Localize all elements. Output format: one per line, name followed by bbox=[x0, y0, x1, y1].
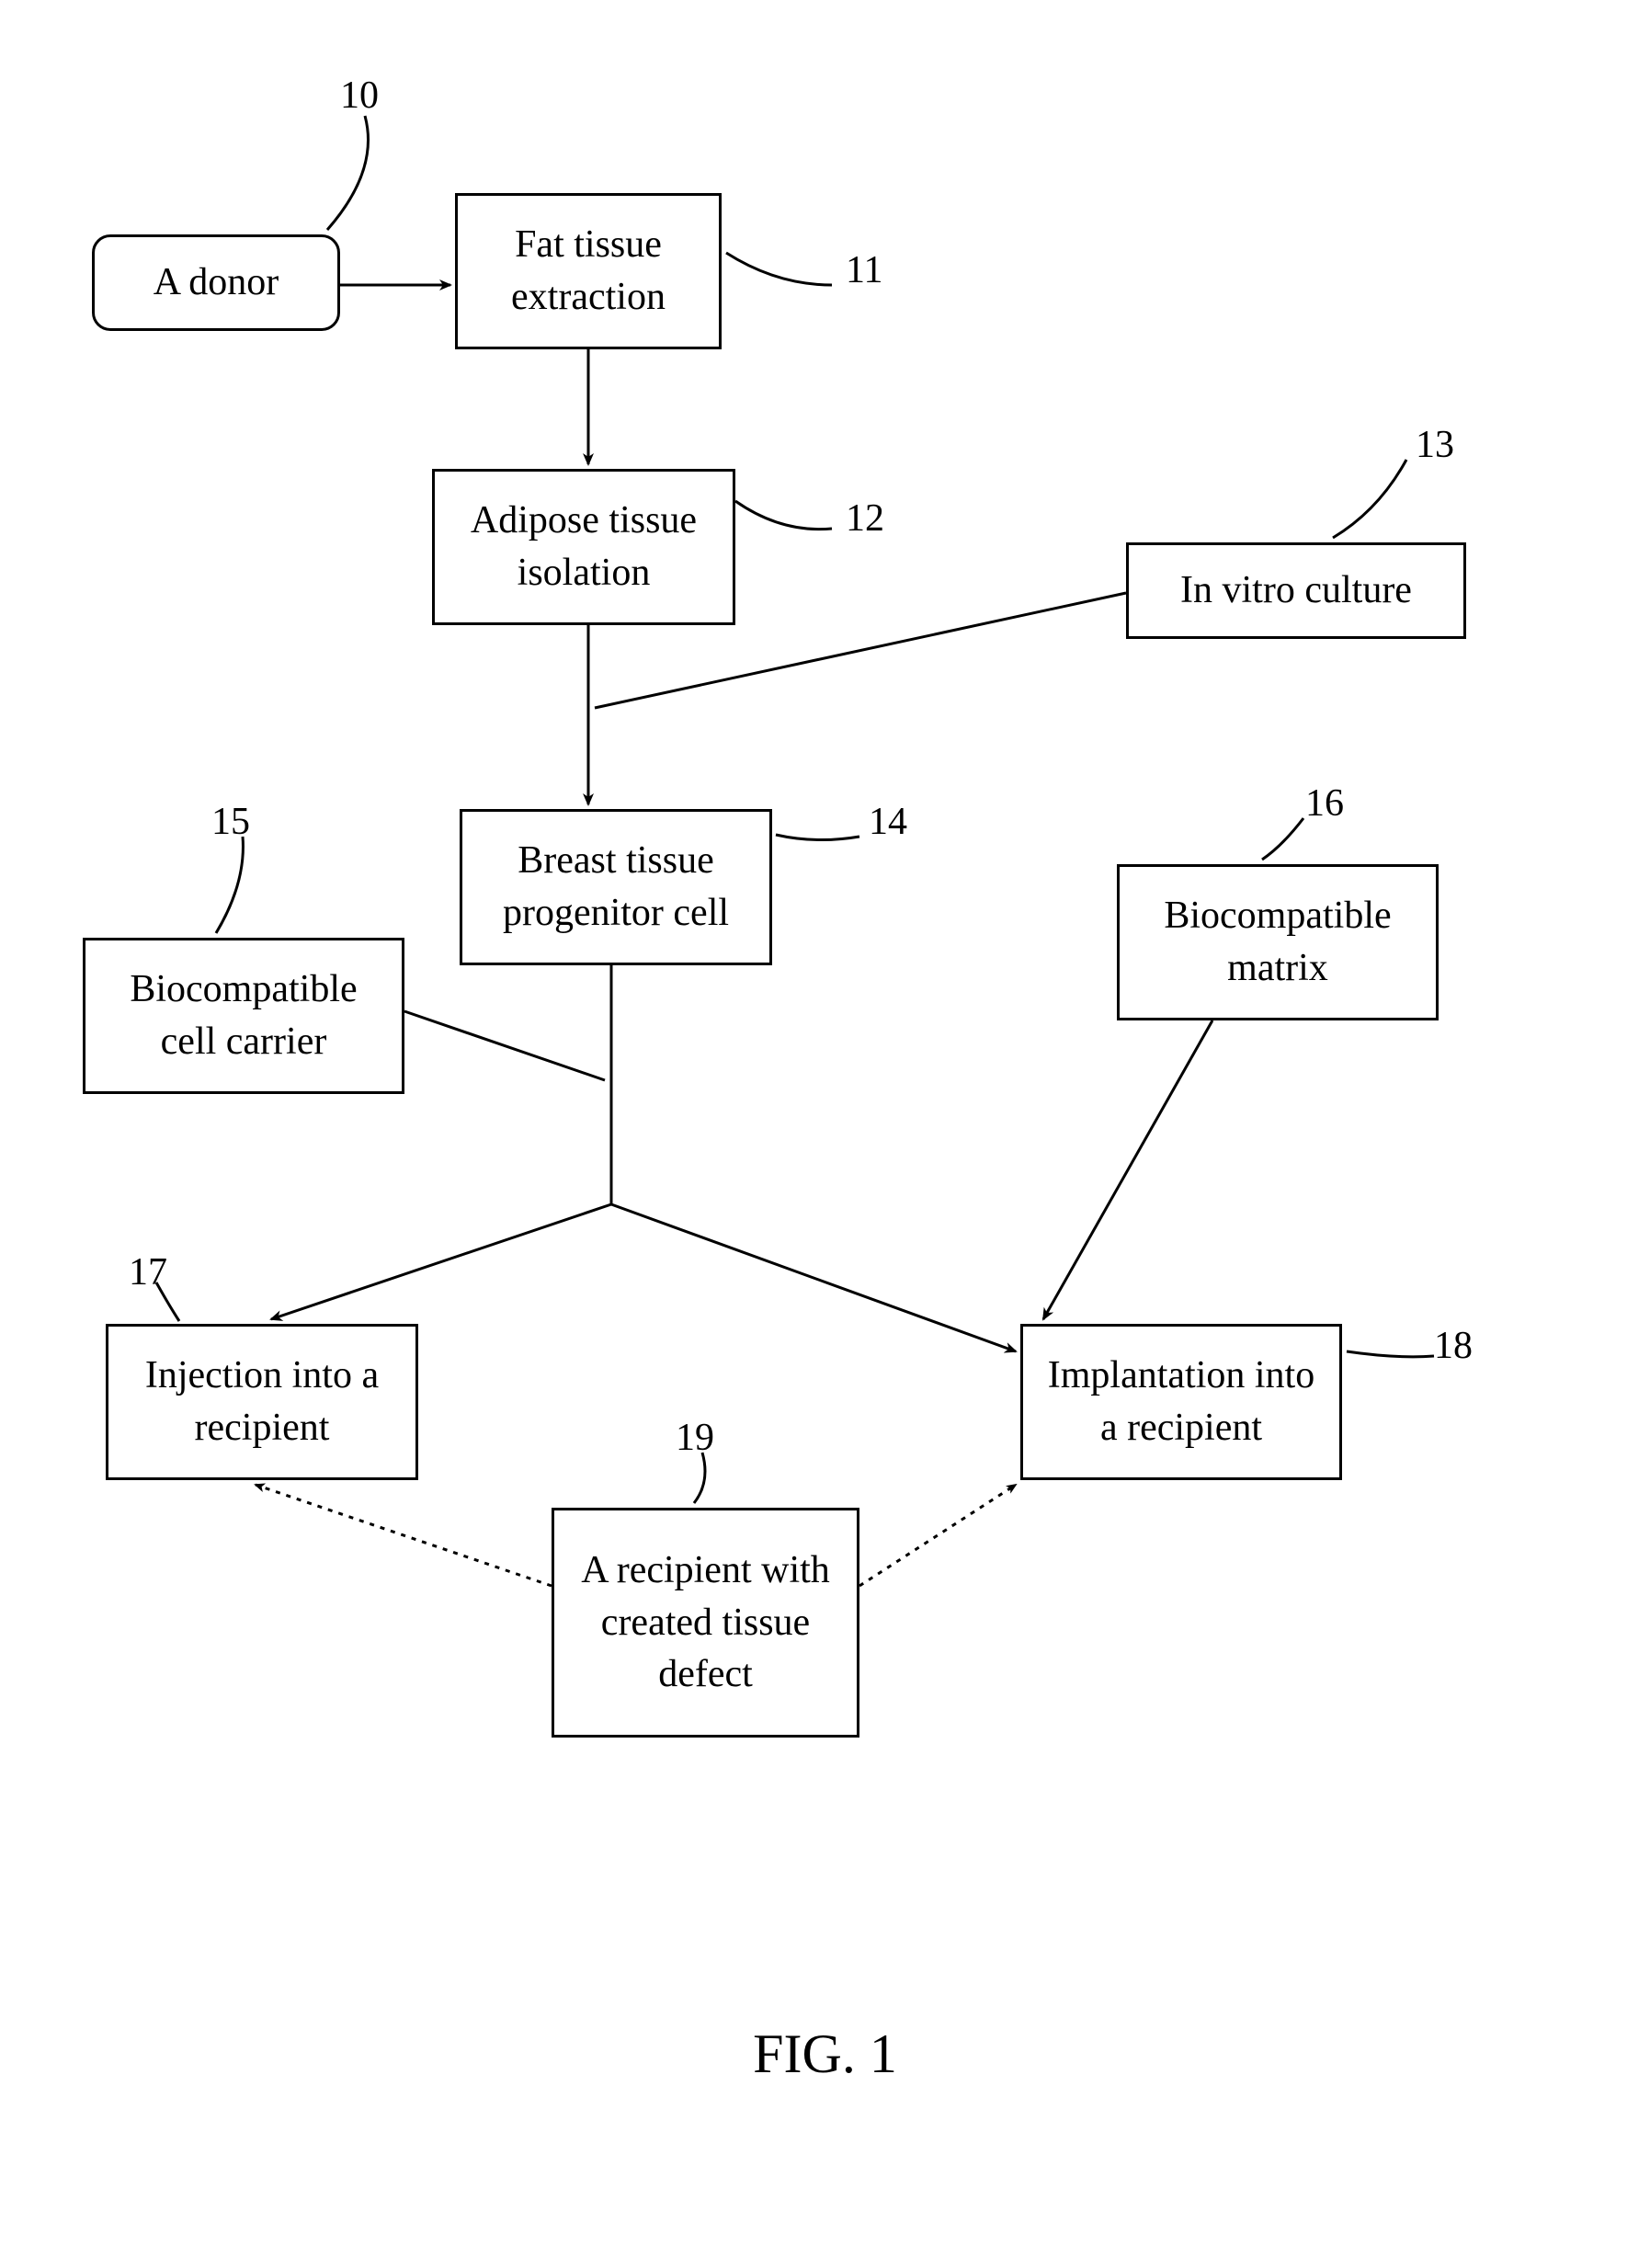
ref-label-l13: 13 bbox=[1416, 423, 1454, 467]
node-text: Injection into a recipient bbox=[127, 1350, 397, 1453]
node-text: Implantation into a recipient bbox=[1041, 1350, 1321, 1453]
ref-label-l15: 15 bbox=[211, 800, 250, 844]
node-text: Adipose tissue isolation bbox=[453, 495, 714, 598]
flow-node-n11: Fat tissue extraction bbox=[455, 193, 722, 349]
node-text: A donor bbox=[154, 256, 279, 309]
flow-node-n12: Adipose tissue isolation bbox=[432, 469, 735, 625]
flow-node-n13: In vitro culture bbox=[1126, 542, 1466, 639]
flow-node-n18: Implantation into a recipient bbox=[1020, 1324, 1342, 1480]
ref-label-l19: 19 bbox=[676, 1416, 714, 1460]
figure-label: FIG. 1 bbox=[0, 2023, 1650, 2086]
ref-label-l10: 10 bbox=[340, 74, 379, 118]
node-text: Biocompatible matrix bbox=[1138, 890, 1417, 994]
node-text: Breast tissue progenitor cell bbox=[481, 835, 751, 939]
flow-node-n16: Biocompatible matrix bbox=[1117, 864, 1439, 1020]
flow-node-n15: Biocompatible cell carrier bbox=[83, 938, 404, 1094]
node-text: In vitro culture bbox=[1180, 564, 1412, 617]
node-text: Biocompatible cell carrier bbox=[104, 963, 383, 1067]
ref-label-l14: 14 bbox=[869, 800, 907, 844]
node-text: A recipient with created tissue defect bbox=[573, 1544, 838, 1701]
ref-label-l12: 12 bbox=[846, 496, 884, 541]
node-text: Fat tissue extraction bbox=[476, 219, 700, 323]
diagram-svg bbox=[0, 0, 1650, 2268]
ref-label-l16: 16 bbox=[1305, 781, 1344, 826]
ref-label-l18: 18 bbox=[1434, 1324, 1473, 1368]
flow-node-n17: Injection into a recipient bbox=[106, 1324, 418, 1480]
ref-label-l17: 17 bbox=[129, 1250, 167, 1294]
ref-label-l11: 11 bbox=[846, 248, 882, 292]
flow-node-n14: Breast tissue progenitor cell bbox=[460, 809, 772, 965]
flow-node-n10: A donor bbox=[92, 234, 340, 331]
flow-node-n19: A recipient with created tissue defect bbox=[552, 1508, 859, 1738]
